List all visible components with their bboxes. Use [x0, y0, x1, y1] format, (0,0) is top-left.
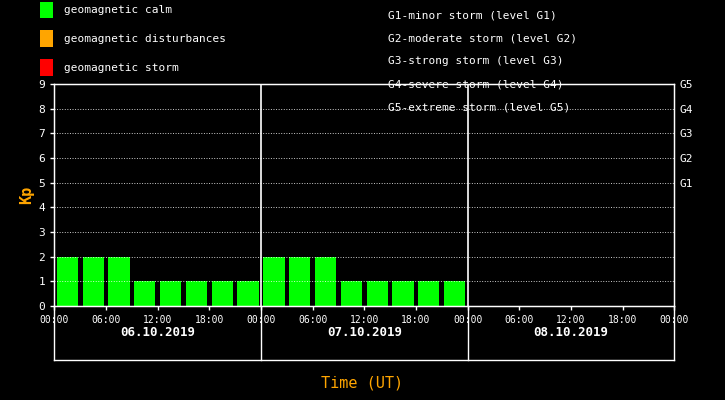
Bar — [367, 281, 388, 306]
Text: 06.10.2019: 06.10.2019 — [120, 326, 195, 340]
Text: geomagnetic disturbances: geomagnetic disturbances — [64, 34, 225, 44]
Bar — [341, 281, 362, 306]
Text: G3-strong storm (level G3): G3-strong storm (level G3) — [388, 56, 563, 66]
Text: G2-moderate storm (level G2): G2-moderate storm (level G2) — [388, 33, 577, 43]
Text: geomagnetic calm: geomagnetic calm — [64, 5, 172, 15]
Bar — [315, 257, 336, 306]
Bar — [160, 281, 181, 306]
Bar — [289, 257, 310, 306]
Text: Time (UT): Time (UT) — [321, 375, 404, 390]
Bar — [418, 281, 439, 306]
Bar — [444, 281, 465, 306]
Bar — [392, 281, 414, 306]
Bar — [238, 281, 259, 306]
Text: G1-minor storm (level G1): G1-minor storm (level G1) — [388, 10, 557, 20]
Bar — [186, 281, 207, 306]
Bar — [134, 281, 155, 306]
Text: 07.10.2019: 07.10.2019 — [327, 326, 402, 340]
Bar — [263, 257, 284, 306]
Text: geomagnetic storm: geomagnetic storm — [64, 63, 178, 73]
Bar — [212, 281, 233, 306]
Text: G4-severe storm (level G4): G4-severe storm (level G4) — [388, 80, 563, 90]
Bar — [108, 257, 130, 306]
Bar — [83, 257, 104, 306]
Y-axis label: Kp: Kp — [20, 186, 34, 204]
Bar — [57, 257, 78, 306]
Text: 08.10.2019: 08.10.2019 — [534, 326, 608, 340]
Text: G5-extreme storm (level G5): G5-extreme storm (level G5) — [388, 103, 570, 113]
